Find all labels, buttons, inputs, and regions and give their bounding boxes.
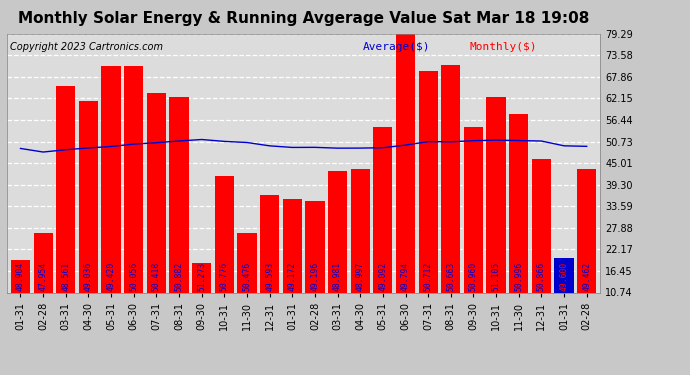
- Text: 50.476: 50.476: [242, 262, 251, 291]
- Text: 50.882: 50.882: [175, 262, 184, 291]
- Text: 48.981: 48.981: [333, 262, 342, 291]
- Bar: [11, 260, 30, 333]
- Text: 50.418: 50.418: [152, 262, 161, 291]
- Text: 48.997: 48.997: [356, 262, 365, 291]
- Text: 50.712: 50.712: [424, 262, 433, 291]
- Bar: [283, 199, 302, 333]
- Bar: [464, 128, 483, 333]
- Bar: [56, 86, 75, 333]
- Bar: [237, 233, 257, 333]
- Bar: [373, 128, 393, 333]
- Bar: [34, 233, 52, 333]
- Bar: [577, 169, 596, 333]
- Bar: [351, 169, 370, 333]
- Bar: [419, 71, 437, 333]
- Text: 50.056: 50.056: [129, 262, 138, 291]
- Bar: [328, 171, 347, 333]
- Text: 48.561: 48.561: [61, 262, 70, 291]
- Bar: [555, 258, 573, 333]
- Bar: [486, 97, 506, 333]
- Text: 48.904: 48.904: [16, 262, 25, 291]
- Bar: [124, 66, 144, 333]
- Text: 49.600: 49.600: [560, 262, 569, 291]
- Text: 49.794: 49.794: [401, 262, 410, 291]
- Bar: [192, 263, 211, 333]
- Text: 51.273: 51.273: [197, 262, 206, 291]
- Text: 49.462: 49.462: [582, 262, 591, 291]
- Text: 49.593: 49.593: [265, 262, 274, 291]
- Bar: [532, 159, 551, 333]
- Bar: [396, 33, 415, 333]
- Text: 47.954: 47.954: [39, 262, 48, 291]
- Bar: [147, 93, 166, 333]
- Text: Monthly($): Monthly($): [470, 42, 538, 51]
- Bar: [305, 201, 324, 333]
- Text: Average($): Average($): [363, 42, 431, 51]
- Text: 50.663: 50.663: [446, 262, 455, 291]
- Text: 50.996: 50.996: [514, 262, 523, 291]
- Text: Monthly Solar Energy & Running Avgerage Value Sat Mar 18 19:08: Monthly Solar Energy & Running Avgerage …: [18, 11, 589, 26]
- Bar: [79, 101, 98, 333]
- Text: 49.172: 49.172: [288, 262, 297, 291]
- Bar: [101, 66, 121, 333]
- Text: 51.105: 51.105: [491, 262, 501, 291]
- Bar: [509, 114, 529, 333]
- Bar: [260, 195, 279, 333]
- Text: 49.196: 49.196: [310, 262, 319, 291]
- Text: 49.420: 49.420: [106, 262, 116, 291]
- Text: 50.776: 50.776: [220, 262, 229, 291]
- Text: 50.866: 50.866: [537, 262, 546, 291]
- Bar: [441, 65, 460, 333]
- Text: 49.092: 49.092: [378, 262, 387, 291]
- Bar: [170, 97, 188, 333]
- Text: 49.036: 49.036: [84, 262, 93, 291]
- Text: 50.960: 50.960: [469, 262, 478, 291]
- Bar: [215, 176, 234, 333]
- Text: Copyright 2023 Cartronics.com: Copyright 2023 Cartronics.com: [10, 42, 163, 51]
